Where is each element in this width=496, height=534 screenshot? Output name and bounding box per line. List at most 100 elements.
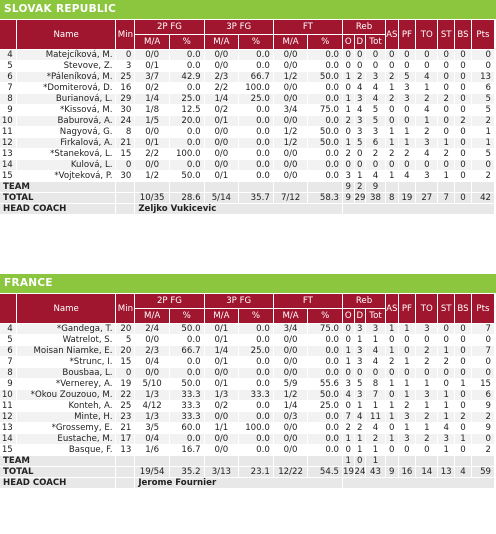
header-reb-d: D — [354, 309, 366, 323]
player-bs: 1 — [455, 434, 471, 444]
player-number: 5 — [0, 61, 16, 71]
player-name: Firkalová, A. — [16, 138, 116, 148]
player-st: 0 — [438, 116, 455, 126]
player-reb-o: 3 — [343, 379, 354, 389]
player-reb-tot: 2 — [366, 434, 385, 444]
player-pts: 1 — [471, 127, 494, 137]
player-row: 14 Kulová, L. 0 0/0 0.0 0/0 0.0 0/0 0.0 0 0 0 0 0 0 0 0 0 — [0, 160, 494, 170]
player-as: 1 — [385, 379, 398, 389]
player-st: 0 — [438, 72, 455, 82]
player-3p-ma: 2/2 — [204, 83, 239, 93]
coach-label: HEAD COACH — [0, 204, 116, 214]
player-ft-ma: 0/0 — [273, 335, 308, 345]
player-reb-tot: 4 — [366, 346, 385, 356]
player-2p-ma: 0/4 — [135, 357, 169, 367]
total-st: 7 — [438, 193, 455, 203]
player-to: 2 — [416, 127, 438, 137]
player-pts: 6 — [471, 390, 494, 400]
player-min: 22 — [116, 390, 135, 400]
player-reb-tot: 4 — [366, 423, 385, 433]
player-number: 8 — [0, 94, 16, 104]
player-3p-ma: 0/1 — [204, 171, 239, 181]
player-to: 4 — [416, 105, 438, 115]
player-st: 2 — [438, 149, 455, 159]
header-3p-fg: 3P FG — [204, 20, 273, 34]
header-ft-ma: M/A — [273, 35, 308, 49]
player-row: 15 Basque, F. 13 1/6 16.7 0/0 0.0 0/0 0.0 0 1 1 0 0 0 1… — [0, 445, 494, 455]
player-3p-ma: 1/1 — [204, 423, 239, 433]
player-row: 6 *Páleníková, M. 25 3/7 42.9 2/3 66.7 1/2 50.0 1… — [0, 72, 494, 82]
player-row: 14 Eustache, M. 17 0/4 0.0 0/0 0.0 0/0 0.0 1 1 2 1 3 2… — [0, 434, 494, 444]
player-bs: 0 — [455, 61, 471, 71]
player-bs: 0 — [455, 149, 471, 159]
player-pf: 4 — [398, 171, 416, 181]
player-2p-ma: 0/0 — [135, 160, 169, 170]
player-row: 9 *Vernerey, A. 19 5/10 50.0 0/1 0.0 5/9 55.6 3 5 8… — [0, 379, 494, 389]
player-number: 7 — [0, 83, 16, 93]
player-ft-ma: 0/3 — [273, 412, 308, 422]
player-ft-ma: 3/4 — [273, 105, 308, 115]
player-2p-pct: 0.0 — [169, 50, 204, 60]
player-reb-d: 4 — [354, 105, 366, 115]
player-name: *Páleníková, M. — [16, 72, 116, 82]
player-2p-pct: 33.3 — [169, 412, 204, 422]
player-reb-d: 1 — [354, 335, 366, 345]
player-ft-ma: 1/4 — [273, 401, 308, 411]
player-min: 23 — [116, 412, 135, 422]
header-3p-ma: M/A — [204, 35, 239, 49]
player-reb-d: 5 — [354, 379, 366, 389]
total-2p-ma: 10/35 — [135, 193, 169, 203]
player-to: 2 — [416, 346, 438, 356]
header-ft: FT — [273, 294, 343, 308]
total-row: TOTAL 10/35 28.6 5/14 35.7 7/12 58.3 9 29 38 8 19 27… — [0, 193, 494, 203]
coach-name: Zeljko Vukicevic — [135, 204, 343, 214]
player-reb-o: 2 — [343, 149, 354, 159]
player-3p-pct: 0.0 — [239, 445, 273, 455]
player-number: 6 — [0, 346, 16, 356]
total-pts: 42 — [471, 193, 494, 203]
player-min: 19 — [116, 379, 135, 389]
player-to: 0 — [416, 335, 438, 345]
header-bs: BS — [455, 20, 471, 49]
player-st: 0 — [438, 83, 455, 93]
player-as: 0 — [385, 368, 398, 378]
player-name: *Staneková, L. — [16, 149, 116, 159]
player-number: 12 — [0, 138, 16, 148]
player-reb-o: 1 — [343, 72, 354, 82]
player-st: 3 — [438, 434, 455, 444]
player-2p-pct: 66.7 — [169, 346, 204, 356]
player-reb-tot: 6 — [366, 138, 385, 148]
total-ft-pct: 58.3 — [308, 193, 343, 203]
player-pts: 15 — [471, 379, 494, 389]
player-st: 0 — [438, 50, 455, 60]
player-to: 2 — [416, 94, 438, 104]
player-pts: 2 — [471, 445, 494, 455]
player-ft-ma: 0/0 — [273, 434, 308, 444]
player-to: 1 — [416, 83, 438, 93]
player-reb-d: 4 — [354, 83, 366, 93]
total-reb-d: 29 — [354, 193, 366, 203]
player-2p-pct: 50.0 — [169, 171, 204, 181]
header-pf: PF — [398, 294, 416, 323]
player-to: 4 — [416, 72, 438, 82]
header-reb-d: D — [354, 35, 366, 49]
player-name: *Kissová, M. — [16, 105, 116, 115]
player-number: 7 — [0, 357, 16, 367]
player-2p-ma: 3/5 — [135, 423, 169, 433]
player-reb-o: 0 — [343, 445, 354, 455]
player-number: 11 — [0, 401, 16, 411]
player-to: 3 — [416, 390, 438, 400]
boxscore-table: Name Min 2P FG 3P FG FT Reb AS PF TO ST … — [0, 293, 495, 489]
player-3p-ma: 1/4 — [204, 94, 239, 104]
player-ft-pct: 0.0 — [308, 346, 343, 356]
player-3p-ma: 0/1 — [204, 379, 239, 389]
player-reb-o: 1 — [343, 94, 354, 104]
player-name: *Okou Zouzouo, M. — [16, 390, 116, 400]
player-reb-tot: 4 — [366, 357, 385, 367]
player-as: 1 — [385, 171, 398, 181]
player-2p-pct: 60.0 — [169, 423, 204, 433]
player-reb-o: 0 — [343, 50, 354, 60]
player-3p-pct: 0.0 — [239, 434, 273, 444]
player-reb-d: 1 — [354, 171, 366, 181]
player-min: 15 — [116, 149, 135, 159]
